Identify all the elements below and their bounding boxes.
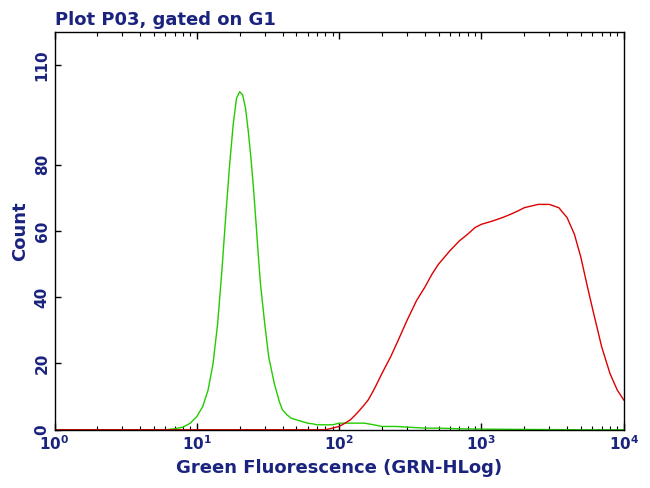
X-axis label: Green Fluorescence (GRN-HLog): Green Fluorescence (GRN-HLog) xyxy=(176,459,502,477)
Y-axis label: Count: Count xyxy=(11,201,29,261)
Text: Plot P03, gated on G1: Plot P03, gated on G1 xyxy=(55,11,276,29)
